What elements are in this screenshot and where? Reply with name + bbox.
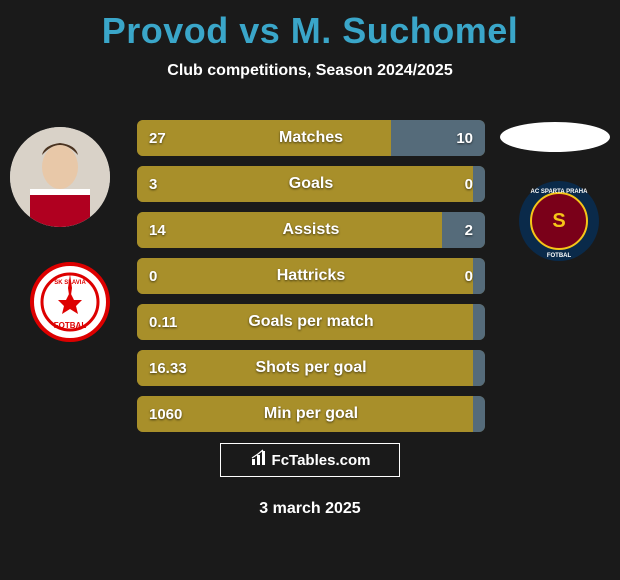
stat-bar-right: 0 — [473, 258, 485, 294]
stat-row: 1060Min per goal — [137, 396, 485, 432]
title-right: M. Suchomel — [291, 10, 519, 51]
stat-bar-left: 0.11 — [137, 304, 473, 340]
title-vs: vs — [239, 10, 280, 51]
stat-value-left: 3 — [149, 176, 157, 193]
stats-bars: 2710Matches30Goals142Assists00Hattricks0… — [137, 120, 485, 442]
player-photo-left — [10, 127, 110, 227]
stat-bar-left: 16.33 — [137, 350, 473, 386]
stat-value-right: 2 — [465, 222, 473, 239]
stat-bar-right — [473, 350, 485, 386]
stat-bar-left: 0 — [137, 258, 473, 294]
stat-value-left: 0.11 — [149, 314, 177, 331]
page-title: Provod vs M. Suchomel — [0, 0, 620, 52]
stat-row: 30Goals — [137, 166, 485, 202]
stat-bar-right — [473, 396, 485, 432]
stat-value-left: 14 — [149, 222, 166, 239]
stat-bar-left: 1060 — [137, 396, 473, 432]
stat-bar-right: 10 — [391, 120, 485, 156]
player-photo-right — [500, 122, 610, 152]
club-badge-left: FOTBAL SK SLAVIA — [30, 262, 110, 342]
club-badge-right: S AC SPARTA PRAHA FOTBAL — [518, 180, 600, 262]
date: 3 march 2025 — [0, 500, 620, 518]
stat-value-right: 0 — [465, 268, 473, 285]
stat-bar-right — [473, 304, 485, 340]
stat-row: 0.11Goals per match — [137, 304, 485, 340]
stat-bar-right: 2 — [442, 212, 485, 248]
stat-bar-left: 3 — [137, 166, 473, 202]
stat-value-left: 1060 — [149, 406, 182, 423]
stat-bar-right: 0 — [473, 166, 485, 202]
stat-value-right: 10 — [456, 130, 473, 147]
stat-bar-left: 27 — [137, 120, 391, 156]
stat-row: 00Hattricks — [137, 258, 485, 294]
title-left: Provod — [102, 10, 229, 51]
watermark-text: FcTables.com — [272, 452, 371, 469]
stat-value-right: 0 — [465, 176, 473, 193]
svg-text:FOTBAL: FOTBAL — [54, 321, 87, 330]
subtitle: Club competitions, Season 2024/2025 — [0, 62, 620, 80]
stat-row: 16.33Shots per goal — [137, 350, 485, 386]
stat-value-left: 16.33 — [149, 360, 187, 377]
stat-row: 142Assists — [137, 212, 485, 248]
svg-text:AC SPARTA PRAHA: AC SPARTA PRAHA — [531, 189, 589, 195]
svg-text:FOTBAL: FOTBAL — [547, 253, 572, 259]
chart-icon — [250, 449, 268, 471]
watermark: FcTables.com — [220, 443, 400, 477]
svg-text:SK SLAVIA: SK SLAVIA — [54, 280, 86, 286]
stat-value-left: 27 — [149, 130, 166, 147]
svg-text:S: S — [552, 210, 565, 232]
stat-bar-left: 14 — [137, 212, 442, 248]
stat-value-left: 0 — [149, 268, 157, 285]
stat-row: 2710Matches — [137, 120, 485, 156]
